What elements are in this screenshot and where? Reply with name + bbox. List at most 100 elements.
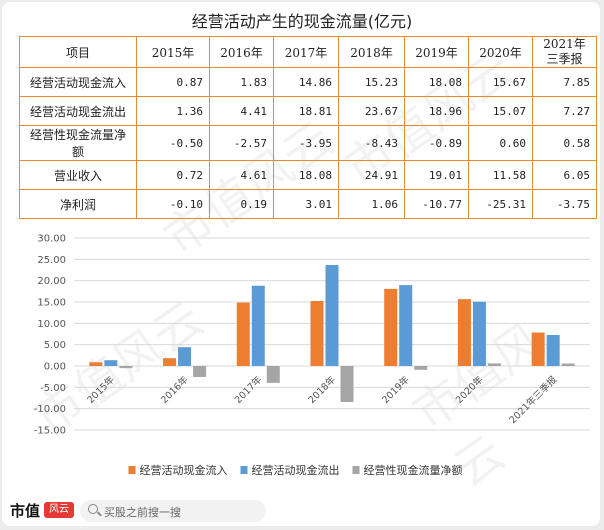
bar [119,366,133,369]
bar [193,366,207,377]
table-title: 经营活动产生的现金流量(亿元) [191,12,413,31]
x-category-label: 2015年 [85,373,118,406]
table-cell: 15.23 [338,67,405,97]
table-cell: 15.67 [468,67,533,97]
bar [178,347,192,366]
x-category-label: 2017年 [232,373,265,406]
y-tick-label: 20.00 [37,276,66,287]
header-cell: 2019年 [404,36,469,68]
table-cell: -3.95 [273,125,339,161]
table-header-row: 项目 2015年 2016年 2017年 2018年 2019年 2020年 2… [19,36,597,68]
row-label: 营业收入 [19,160,137,190]
table-cell: 0.60 [468,125,533,161]
header-cell: 2018年 [338,36,405,68]
header-cell: 2016年 [209,36,274,68]
table-row: 营业收入 0.72 4.61 18.08 24.91 19.01 11.58 6.05 [19,160,597,190]
table-cell: -0.89 [404,125,469,161]
x-category-label: 2018年 [306,373,339,406]
x-category-label: 2021年三季报 [507,373,560,426]
table-cell: -3.75 [532,189,597,219]
bar [236,302,250,366]
table-cell: 24.91 [338,160,405,190]
y-tick-label: 0.00 [44,362,66,373]
bar [251,285,265,366]
table-cell: 18.08 [404,67,469,97]
legend-label: 经营活动现金流入 [140,463,228,477]
y-tick-label: -5.00 [40,383,66,394]
bar [531,332,545,366]
table-row: 经营性现金流量净额 -0.50 -2.57 -3.95 -8.43 -0.89 0.60 0.… [19,125,597,161]
bar [104,360,118,366]
table-cell: 0.87 [136,67,210,97]
legend-swatch [128,466,136,474]
table-cell: 1.36 [136,96,210,126]
y-tick-label: 30.00 [37,234,66,245]
cashflow-bar-chart: 30.00 25.00 20.00 15.00 10.00 5.00 0.00 -5.00 -1… [34,234,590,477]
header-cell: 项目 [19,36,137,68]
bar [487,363,501,366]
table-cell: -8.43 [338,125,405,161]
table-cell: 4.41 [209,96,274,126]
table-cell: -0.50 [136,125,210,161]
table-row: 净利润 -0.10 0.19 3.01 1.06 -10.77 -25.31 -3.75 [19,189,597,219]
bar [561,363,575,366]
legend-label: 经营活动现金流出 [252,463,340,477]
table-cell: 6.05 [532,160,597,190]
bar [340,366,354,402]
header-cell: 2020年 [468,36,533,68]
search-placeholder: 买股之前搜一搜 [104,506,181,519]
x-category-label: 2020年 [453,373,486,406]
table-cell: 4.61 [209,160,274,190]
bar [325,265,339,366]
y-tick-label: 10.00 [37,319,66,330]
table-cell: 7.27 [532,96,597,126]
row-label: 经营活动现金流入 [19,67,137,97]
cashflow-table: 项目 2015年 2016年 2017年 2018年 2019年 2020年 2… [19,36,597,219]
table-cell: 3.01 [273,189,339,219]
row-label: 净利润 [19,189,137,219]
table-row: 经营活动现金流入 0.87 1.83 14.86 15.23 18.08 15.67 7.85 [19,67,597,97]
table-cell: -2.57 [209,125,274,161]
table-cell: 23.67 [338,96,405,126]
x-category-label: 2019年 [380,373,413,406]
header-cell: 2015年 [136,36,210,68]
search-box[interactable]: 买股之前搜一搜 [80,500,266,522]
bar [310,301,324,366]
table-cell: -0.10 [136,189,210,219]
y-tick-label: -15.00 [34,426,66,437]
table-cell: 18.08 [273,160,339,190]
bar [457,299,471,366]
y-tick-label: -10.00 [34,404,66,415]
y-tick-label: 25.00 [37,255,66,266]
table-cell: 18.96 [404,96,469,126]
table-row: 经营活动现金流出 1.36 4.41 18.81 23.67 18.96 15.07 7.27 [19,96,597,126]
bar [399,285,413,366]
table-cell: 0.19 [209,189,274,219]
bar [414,366,428,370]
bar [266,366,280,383]
bar [384,288,398,366]
row-label: 经营性现金流量净额 [19,125,137,161]
brand-seal: 风云 [44,502,74,518]
table-cell: 1.06 [338,189,405,219]
legend-swatch [352,466,360,474]
header-cell: 2021年三季报 [532,36,597,68]
footer-bar: 市值 风云 买股之前搜一搜 [0,496,604,530]
y-tick-label: 15.00 [37,298,66,309]
bar [163,358,177,366]
legend-swatch [240,466,248,474]
table-cell: 18.81 [273,96,339,126]
bar [546,334,560,366]
table-cell: 1.83 [209,67,274,97]
header-cell: 2017年 [273,36,339,68]
table-cell: -25.31 [468,189,533,219]
row-label: 经营活动现金流出 [19,96,137,126]
bar [472,301,486,366]
bar [89,362,103,366]
search-icon [88,504,98,514]
table-cell: 15.07 [468,96,533,126]
table-cell: 14.86 [273,67,339,97]
table-cell: 7.85 [532,67,597,97]
table-cell: -10.77 [404,189,469,219]
table-cell: 0.58 [532,125,597,161]
